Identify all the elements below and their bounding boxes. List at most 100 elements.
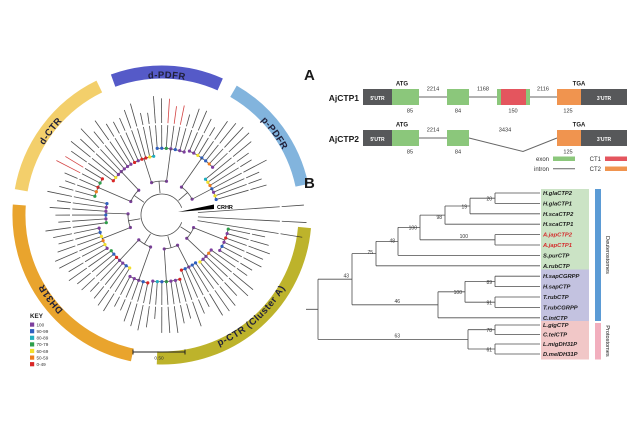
key-label: 70-79 [37,342,49,347]
intron2-length: 3434 [499,128,511,134]
taxon-label: L.migDH31P [543,342,577,348]
taxon-label-tick [214,290,230,312]
taxon-label-tick [123,301,132,322]
clade-arc [110,65,223,91]
node-dot [98,181,102,185]
taxon-label-ajap: A.japCTP1 [542,243,572,249]
taxon-label: H.glaCTP2 [543,191,573,197]
taxon-label-tick [197,110,208,131]
taxon-label-tick [214,121,228,140]
node-dot [179,268,184,272]
taxon-label-tick [203,118,212,134]
panel-a-legend: exon CT1 intron CT2 [534,156,627,173]
taxon-label-tick [80,138,95,153]
taxon-label: H.scaCTP1 [543,222,573,228]
gene-diagram-ajctp2: AjCTP2 5'UTR ATG 85 2214 84 3434 125 TGA… [329,123,627,156]
taxon-label-tick [80,128,100,149]
taxon-label-tick [198,299,205,314]
node-dot [182,150,186,154]
node-dot [101,238,105,243]
taxon-label-tick [228,277,249,297]
node-dot [211,190,216,194]
key-swatch [30,342,35,347]
node-dot [111,179,115,183]
node-dot [183,267,187,271]
legend-intron-label: intron [534,167,549,173]
taxon-label-tick [209,293,223,316]
key-swatch [30,322,35,327]
node-dot [210,165,215,169]
protostomes-bar [595,323,601,360]
key-swatch [30,355,35,360]
taxon-label-tick [137,304,144,331]
highlighted-taxon-tick [179,105,185,125]
taxon-label-tick [119,117,126,131]
node-dot [198,260,202,264]
node-dot [93,194,97,198]
node-dot [132,160,137,165]
taxon-label-tick [280,233,303,238]
taxon-label: T.rubCTP [543,295,569,301]
taxon-label-tick [58,239,74,245]
key-entry: 90-99 [30,329,49,334]
utr5-box [363,130,392,146]
bootstrap-values: 20 19 98 100 100 48 75 43 89 100 91 46 7… [343,197,492,354]
taxon-label-tick [93,286,105,299]
node-dot [94,190,98,194]
intron3-length: 2116 [537,87,549,93]
key-entry: 50-59 [30,355,49,360]
bootstrap: 43 [343,274,349,280]
bootstrap: 61 [486,348,492,354]
key-swatch [30,362,35,367]
taxon-label-tick [105,123,115,137]
taxon-label-tick [236,268,248,276]
node-dot [126,212,130,216]
node-dot [105,202,109,206]
taxon-label: D.melDH31P [543,352,578,358]
node-dot [129,199,133,204]
node-dot [178,277,182,281]
taxon-label: H.sapCGRPP [543,274,580,280]
taxon-label-tick [93,131,105,145]
node-dot [222,240,226,244]
taxon-label: C.telCTP [543,333,567,339]
root-circle [140,193,183,237]
gene-diagram-ajctp1: AjCTP1 5'UTR ATG 85 2214 84 1168 150 211… [329,82,627,115]
key-entry: 0-49 [30,362,46,367]
taxon-label: T.rubCGRPP [543,305,578,311]
exon-box [392,130,419,146]
panel-b: B Deuterostomes Protostomes 20 19 98 100… [304,175,610,360]
taxon-label-tick [186,303,192,319]
taxon-label: S.purCTP [543,253,570,259]
taxon-label-tick [68,267,88,281]
bootstrap: 75 [367,250,373,256]
radial-cladogram [45,96,307,333]
taxon-label-tick [250,239,269,246]
taxon-label-tick [77,272,91,285]
taxon-label-tick [53,233,73,239]
node-dot [104,209,108,213]
key-label: 90-99 [37,329,49,334]
node-dot [201,257,205,261]
node-dot [213,194,217,198]
scale-bar-line [132,349,186,355]
key-label: 100 [37,322,45,327]
taxon-label-tick [70,140,91,158]
taxon-label-tick [224,282,238,296]
key-entry: 60-69 [30,349,49,354]
node-dot [208,183,212,188]
taxon-label-tick [97,289,110,306]
taxon-label-tick [167,306,171,333]
bootstrap: 89 [486,280,492,286]
taxon-label-tick [219,286,236,306]
taxon-label: A.rubCTP [542,264,570,270]
node-dot [160,280,164,284]
taxon-label-tick [147,112,150,124]
node-dot [214,197,218,202]
utr3-box [581,89,627,105]
bootstrap: 91 [486,301,492,307]
highlighted-taxon-tick [173,106,177,124]
node-dot [100,177,104,181]
node-dot [103,242,107,247]
